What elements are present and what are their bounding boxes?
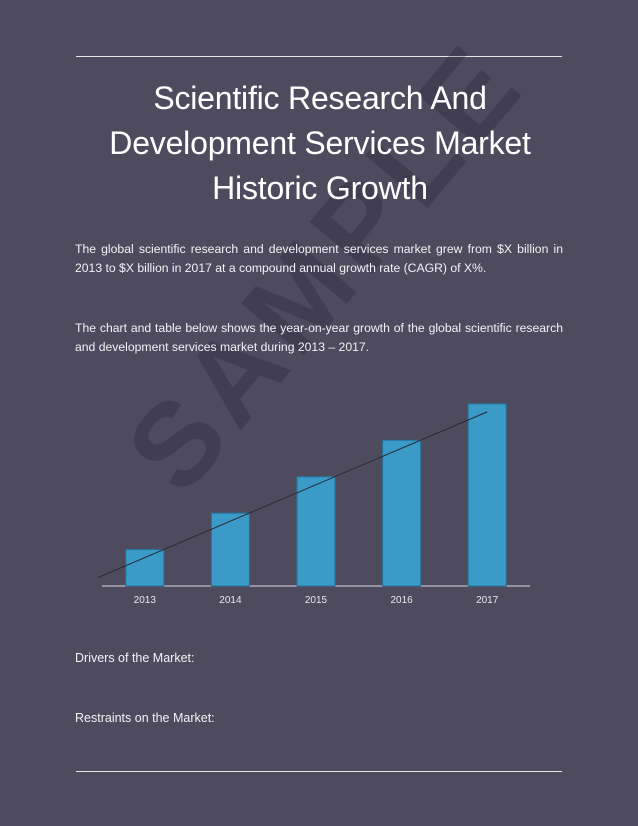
bar-2017: [467, 403, 507, 587]
x-tick-label-2014: 2014: [219, 595, 242, 606]
x-tick-label-2017: 2017: [476, 595, 499, 606]
top-rule: [76, 56, 562, 57]
bar-2013: [125, 549, 165, 587]
bottom-rule: [76, 771, 562, 772]
intro-paragraph: The global scientific research and devel…: [75, 242, 563, 275]
bar-2016: [382, 439, 422, 587]
chart-description-paragraph: The chart and table below shows the year…: [75, 321, 563, 354]
restraints-label: Restraints on the Market:: [75, 711, 215, 725]
bar-2015: [296, 476, 336, 587]
growth-bar-chart: 2013 2014 2015 2016 2017: [97, 403, 530, 606]
trend-line: [97, 411, 488, 579]
x-tick-label-2016: 2016: [390, 595, 413, 606]
drivers-label: Drivers of the Market:: [75, 651, 195, 665]
x-tick-label-2015: 2015: [305, 595, 328, 606]
bar-2014: [210, 512, 250, 587]
x-tick-label-2013: 2013: [134, 595, 157, 606]
page-title: Scientific Research And Development Serv…: [109, 80, 531, 206]
